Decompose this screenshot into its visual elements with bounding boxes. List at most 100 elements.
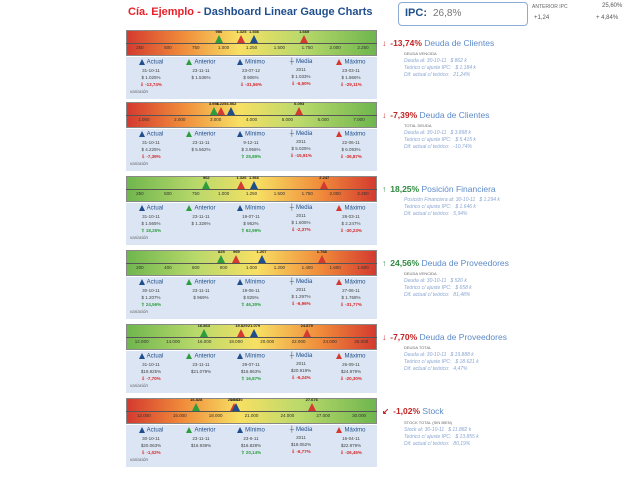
legend-value: $ 1.866%: [341, 74, 361, 80]
trend-arrow-icon: ↑: [382, 258, 387, 268]
legend-col-maximo: Máximo 26-09-11 $24.879% ⇩ -20,30%: [326, 351, 376, 382]
legend-date: 23-11-11: [192, 435, 210, 441]
kpi-detail-label: Dif. actual c/ teórico:: [404, 144, 450, 150]
tick-label: 250: [136, 191, 144, 196]
cross-icon: ┼: [289, 353, 294, 359]
legend-value: $ 6.093%: [341, 146, 361, 152]
legend-date: 30-10-11: [142, 435, 160, 441]
legend-variation: ⇩ -2,37%: [291, 227, 311, 232]
triangle-icon: [336, 353, 343, 359]
legend-col-maximo: Máximo 23-03-11 $ 1.866% ⇩ -29,11%: [326, 57, 376, 88]
legend-date: 9-12-11: [243, 139, 259, 145]
legend-date: 31-10-11: [142, 361, 160, 367]
legend-value: $22.879%: [340, 442, 362, 448]
legend-date: 31-10-11: [142, 139, 160, 145]
kpi-name: Deuda de Clientes: [424, 38, 495, 48]
legend-header: Anterior: [194, 427, 216, 434]
tick-label: 800: [219, 265, 228, 270]
marker-label: 16.863: [197, 323, 210, 328]
marker-triangle: [250, 35, 258, 43]
legend-value: $ 1.536%: [191, 74, 211, 80]
kpi-details: Deuda al: 30-10-11 $ 862 k Teórico c/ ajus…: [404, 58, 636, 78]
tick-label: 24.000: [280, 413, 295, 418]
legend-variation: ⇩ -15,91%: [290, 153, 312, 158]
ipc-aux: ANTERIOR IPC 25,60% +1,24 + 4,84%: [532, 3, 623, 21]
marker-triangle: [232, 403, 241, 411]
legend-variation: ⇩ -7,39%: [141, 153, 161, 159]
legend-value: $ 1.297%: [291, 294, 311, 299]
legend-value: $ 825%: [243, 294, 259, 300]
kpi-detail-value: $ 520 k: [450, 278, 467, 284]
legend-variation: ⇩ -31,77%: [340, 301, 362, 307]
gauge-axis: [126, 115, 377, 116]
tick-label: 200: [136, 265, 144, 270]
kpi-details: Stock al: 30-10-11 $ 11.882 k Teórico c/ a…: [404, 427, 636, 447]
kpi-detail-value: $ 1.294 k: [479, 197, 500, 203]
legend-value: $18.052%: [290, 442, 312, 447]
triangle-icon: [138, 279, 145, 285]
marker-label: 6.093: [294, 101, 305, 106]
tick-label: 2.000: [174, 117, 186, 122]
legend-date: 22-06-11: [342, 139, 360, 145]
legend-value: $16.939%: [190, 442, 212, 448]
marker-triangle: [199, 329, 208, 337]
kpi-detail-row: Teórico c/ ajuste IPC: $ 5.415 k: [404, 137, 636, 143]
triangle-icon: [237, 353, 244, 359]
marker-label: 4.562: [226, 101, 237, 106]
legend-variation: ⇩ -29,11%: [340, 81, 362, 87]
tick-label: 6.000: [317, 117, 329, 122]
tick-label: 2.250: [357, 191, 369, 196]
legend-variation: ⇩ -7,70%: [141, 375, 161, 381]
triangle-icon: [186, 353, 193, 359]
marker-triangle: [295, 107, 304, 115]
kpi-summary: ↓ -13,74% Deuda de Clientes DEUDA VENCIDA D…: [382, 38, 636, 78]
legend-header: Anterior: [194, 279, 216, 286]
tick-label: 1.500: [273, 45, 286, 50]
triangle-icon: [186, 427, 193, 433]
kpi-detail-row: Deuda al: 30-10-11 $ 3.898 k: [404, 130, 636, 136]
legend-variation: ⇩ -20,30%: [340, 375, 362, 381]
triangle-icon: [138, 59, 145, 65]
legend-value: $ 1.768%: [341, 294, 361, 300]
variation-label: variación: [130, 235, 149, 240]
gauge-legend: Actual 31-10-11 $ 4.225% ⇩ -7,39% Anterior 23…: [126, 129, 377, 171]
legend-col-media: ┼ Media 2011 $ 1.297% ⇩ -6,96%: [276, 277, 326, 307]
legend-date: 26-09-11: [342, 361, 360, 367]
marker-label: 1.326: [236, 175, 247, 180]
triangle-icon: [186, 205, 193, 211]
legend-col-anterior: Anterior 23-11-11 $ 1.536%: [176, 57, 226, 82]
legend-variation: ⇩ -36,87%: [340, 153, 362, 159]
triangle-icon: [138, 427, 145, 433]
legend-header: Media: [295, 59, 313, 65]
legend-col-actual: Actual 30-10-11 $20.063% ⇩ -1,02%: [126, 425, 176, 456]
legend-value: $ 5.562%: [191, 146, 211, 152]
legend-variation: ⇩ -31,56%: [240, 81, 262, 87]
legend-date: 2011: [296, 287, 306, 292]
tick-label: 18.000: [228, 339, 243, 344]
legend-value: $19.825%: [140, 368, 162, 374]
kpi-detail-value: 4,47%: [453, 366, 468, 372]
kpi-detail-label: Dif. actual c/ teórico:: [404, 366, 450, 372]
marker-label: 1.669: [299, 29, 310, 34]
legend-header: Mínimo: [245, 131, 265, 138]
legend-date: 23-03-11: [342, 67, 360, 73]
legend-value: $20.919%: [290, 368, 312, 373]
gauge-axis: [126, 411, 377, 412]
legend-variation: ⇧ 24,56%: [140, 301, 162, 307]
kpi-detail-row: Teórico c/ ajuste IPC: $ 1.646 k: [404, 204, 636, 210]
legend-col-anterior: Anterior 23-11-11 $ 1.326%: [176, 203, 226, 228]
tick-label: 1.500: [273, 191, 286, 196]
kpi-detail-label: Teórico c/ ajuste IPC:: [404, 359, 452, 365]
kpi-subtitle: TOTAL DEUDA: [404, 123, 432, 128]
legend-date: 23-11-11: [192, 67, 210, 73]
legend-variation: ⇧ 25,89%: [240, 153, 262, 159]
legend-date: 19-06-11: [242, 287, 260, 293]
legend-variation: ⇧ 46,30%: [240, 301, 262, 307]
legend-header: Máximo: [344, 279, 366, 286]
legend-value: $ 1.565%: [141, 220, 161, 226]
marker-label: 825: [218, 249, 225, 254]
kpi-detail-label: Teórico c/ ajuste IPC:: [404, 65, 452, 71]
legend-header: Actual: [146, 59, 164, 66]
tick-label: 12.000: [137, 413, 151, 418]
marker-label: 21.079: [247, 323, 261, 328]
